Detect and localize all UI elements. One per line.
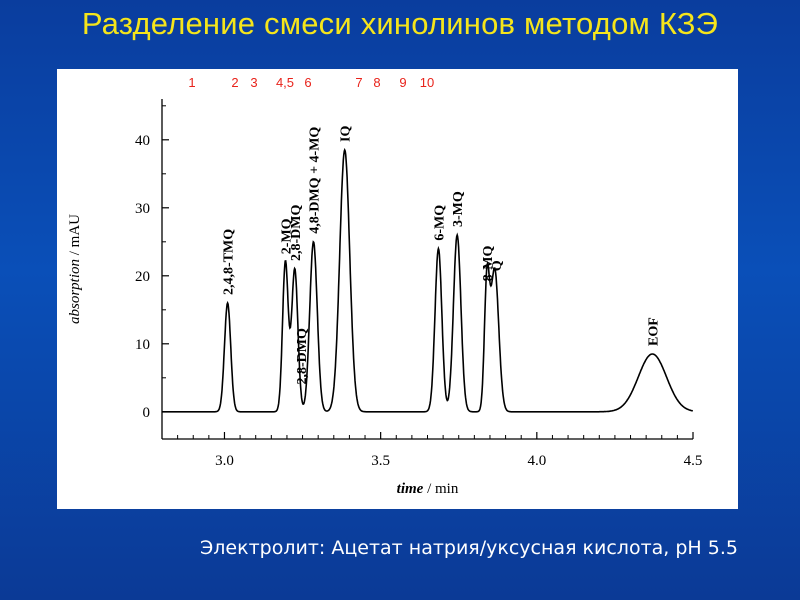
peak-number: 4,5 — [276, 75, 294, 90]
peak-label: 6-MQ — [432, 205, 447, 241]
y-tick-label: 30 — [135, 201, 150, 217]
peak-number: 10 — [420, 75, 434, 90]
x-tick-label: 3.0 — [215, 453, 234, 469]
electrolyte-caption: Электролит: Ацетат натрия/уксусная кисло… — [200, 537, 738, 559]
peak-label: 2,8-DMQ — [289, 205, 304, 261]
peak-number: 2 — [231, 75, 238, 90]
y-axis-title: absorption / mAU — [67, 214, 83, 324]
signal-trace — [162, 147, 693, 413]
x-tick-label: 3.5 — [371, 453, 390, 469]
peak-label: 2,8-DMQ — [295, 328, 310, 384]
peak-label: IQ — [339, 126, 354, 142]
chart-panel: 0 10 20 30 40 3.0 3.5 4.0 4.5 time / min absorptio… — [57, 69, 738, 509]
peak-label: 4,8-DMQ + 4-MQ — [307, 127, 322, 234]
peak-label: 8-MQ — [481, 246, 496, 282]
x-tick-label: 4.5 — [684, 453, 703, 469]
x-tick-label: 4.0 — [527, 453, 546, 469]
peak-label: EOF — [646, 317, 661, 346]
slide-title: Разделение смеси хинолинов методом КЗЭ — [81, 6, 719, 41]
peak-number: 8 — [373, 75, 380, 90]
y-tick-label: 40 — [135, 133, 150, 149]
peak-number: 6 — [304, 75, 311, 90]
y-tick-label: 10 — [135, 337, 150, 353]
peak-number: 3 — [250, 75, 257, 90]
peak-label: Q — [490, 260, 505, 271]
peak-label: 3-MQ — [451, 191, 466, 227]
x-axis-title: time / min — [397, 481, 459, 497]
y-tick-label: 0 — [143, 405, 151, 421]
peak-number: 1 — [188, 75, 195, 90]
peak-number: 9 — [399, 75, 406, 90]
peak-label: 2-MQ — [279, 218, 294, 254]
y-tick-label: 20 — [135, 269, 150, 285]
electropherogram-chart: 0 10 20 30 40 3.0 3.5 4.0 4.5 time / min absorptio… — [67, 75, 703, 497]
peak-number: 7 — [355, 75, 362, 90]
peak-label: 2,4,8-TMQ — [222, 229, 237, 295]
